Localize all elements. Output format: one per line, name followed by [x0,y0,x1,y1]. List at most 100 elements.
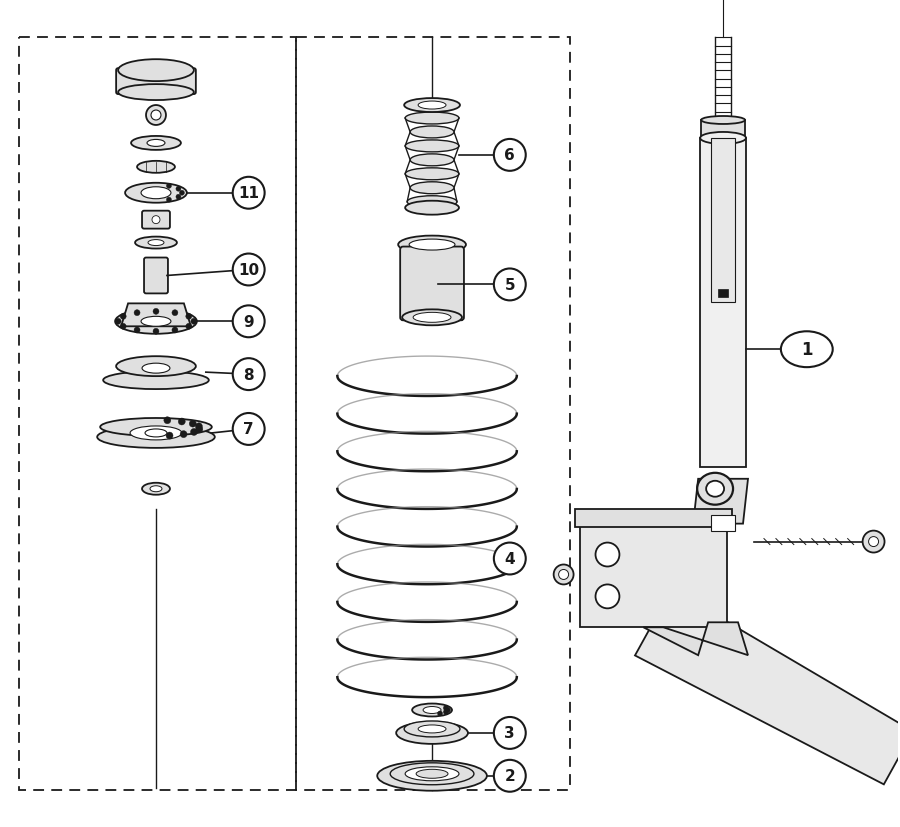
Ellipse shape [115,309,197,334]
Text: 4: 4 [505,552,515,566]
Circle shape [233,359,265,390]
Circle shape [862,531,885,553]
Ellipse shape [405,202,459,215]
Text: 5: 5 [505,278,515,293]
Circle shape [596,543,619,566]
Circle shape [437,711,443,716]
Circle shape [146,106,166,126]
Ellipse shape [405,169,459,180]
Ellipse shape [410,240,455,251]
Circle shape [868,537,878,547]
FancyBboxPatch shape [142,212,170,229]
Circle shape [191,319,197,325]
Circle shape [233,178,265,209]
Ellipse shape [104,371,209,390]
Ellipse shape [130,427,182,440]
Circle shape [176,195,181,200]
Polygon shape [644,623,748,655]
Ellipse shape [412,704,452,717]
Text: 2: 2 [504,768,515,783]
Ellipse shape [131,136,181,151]
Ellipse shape [706,481,724,497]
Text: 8: 8 [243,367,254,382]
Bar [580,523,727,628]
Text: 6: 6 [504,148,515,163]
Ellipse shape [396,722,468,744]
Circle shape [494,717,526,749]
Bar [701,121,745,139]
Bar [711,139,735,303]
Circle shape [121,324,126,330]
FancyBboxPatch shape [400,247,464,321]
Circle shape [164,418,171,424]
Ellipse shape [135,237,177,249]
Circle shape [233,414,265,446]
Ellipse shape [407,197,457,208]
FancyBboxPatch shape [144,258,168,294]
Circle shape [185,314,192,320]
Circle shape [179,191,184,196]
Ellipse shape [148,241,164,246]
Ellipse shape [410,155,454,166]
Circle shape [559,570,569,580]
Ellipse shape [145,429,167,437]
Ellipse shape [405,112,459,125]
Ellipse shape [142,483,170,495]
Circle shape [596,585,619,609]
Ellipse shape [125,184,187,203]
Circle shape [178,418,185,425]
Ellipse shape [701,117,745,125]
Circle shape [196,426,202,433]
Ellipse shape [410,127,454,139]
Text: 9: 9 [243,314,254,329]
Circle shape [153,309,159,315]
Circle shape [151,111,161,121]
Polygon shape [693,479,748,524]
Ellipse shape [141,317,171,327]
Circle shape [134,327,140,333]
Ellipse shape [391,762,474,785]
Ellipse shape [700,133,746,145]
Circle shape [166,184,171,189]
Ellipse shape [377,761,487,791]
Circle shape [191,429,197,436]
Text: 3: 3 [505,725,515,740]
Ellipse shape [97,427,215,448]
Circle shape [195,423,203,430]
Circle shape [166,198,171,203]
Circle shape [152,217,160,224]
Bar [295,38,570,790]
Ellipse shape [781,332,833,368]
Ellipse shape [118,60,194,82]
Ellipse shape [404,721,460,737]
Text: 10: 10 [238,263,259,278]
Bar [700,139,746,467]
Ellipse shape [137,161,175,174]
Circle shape [444,710,448,715]
Circle shape [121,314,126,320]
Circle shape [115,319,122,325]
Circle shape [176,187,181,192]
Circle shape [172,327,178,333]
Circle shape [180,431,187,438]
Circle shape [554,565,573,585]
Ellipse shape [413,313,451,323]
Ellipse shape [410,183,454,194]
Bar [718,290,728,298]
Ellipse shape [141,188,171,199]
Ellipse shape [150,486,162,492]
Ellipse shape [416,769,448,778]
Bar [711,515,735,531]
Circle shape [185,324,192,330]
Circle shape [172,310,178,316]
Circle shape [494,140,526,172]
Circle shape [494,543,526,575]
Ellipse shape [405,141,459,153]
Ellipse shape [423,706,441,714]
Circle shape [134,310,140,316]
Ellipse shape [698,473,733,505]
Circle shape [166,433,173,439]
Circle shape [446,708,451,713]
Ellipse shape [147,141,165,147]
Polygon shape [122,304,191,327]
